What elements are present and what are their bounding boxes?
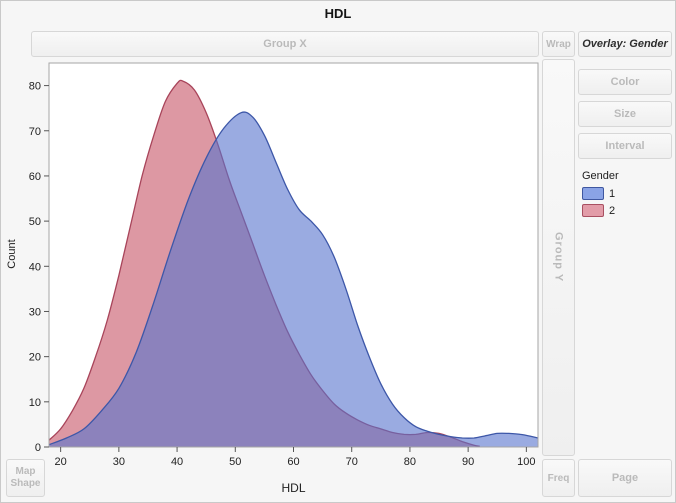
legend-item-group1[interactable]: 1 <box>582 187 619 200</box>
svg-text:60: 60 <box>29 171 41 183</box>
legend-label-group2: 2 <box>609 204 616 217</box>
dropzone-color[interactable]: Color <box>578 69 672 95</box>
svg-text:100: 100 <box>517 456 535 468</box>
svg-text:30: 30 <box>113 456 125 468</box>
dropzone-page[interactable]: Page <box>578 459 672 497</box>
svg-text:90: 90 <box>462 456 474 468</box>
dropzone-overlay-gender[interactable]: Overlay: Gender <box>578 31 672 57</box>
graph-title: HDL <box>324 6 352 21</box>
svg-text:30: 30 <box>29 306 41 318</box>
legend-label-group1: 1 <box>609 187 616 200</box>
dropzone-map-shape-label: Map Shape <box>10 466 41 489</box>
svg-text:0: 0 <box>35 442 41 454</box>
svg-text:50: 50 <box>29 216 41 228</box>
legend-title: Gender <box>582 170 619 182</box>
density-plot-canvas[interactable]: 20 30 40 50 60 70 80 90 100 0 10 20 30 40 50 60 70 80 <box>15 59 541 477</box>
dropzone-map-shape[interactable]: Map Shape <box>6 459 45 497</box>
dropzone-group-x[interactable]: Group X <box>31 31 539 57</box>
dropzone-interval[interactable]: Interval <box>578 133 672 159</box>
svg-text:10: 10 <box>29 397 41 409</box>
svg-text:80: 80 <box>29 81 41 93</box>
svg-text:40: 40 <box>171 456 183 468</box>
svg-text:20: 20 <box>29 352 41 364</box>
svg-text:70: 70 <box>346 456 358 468</box>
svg-text:40: 40 <box>29 261 41 273</box>
dropzone-group-y[interactable]: Group Y <box>542 59 575 456</box>
legend: Gender 1 2 <box>582 170 619 221</box>
dropzone-wrap[interactable]: Wrap <box>542 31 575 57</box>
legend-item-group2[interactable]: 2 <box>582 204 619 217</box>
svg-text:60: 60 <box>287 456 299 468</box>
dropzone-freq[interactable]: Freq <box>542 459 575 497</box>
svg-text:70: 70 <box>29 126 41 138</box>
x-axis-label: HDL <box>281 481 306 495</box>
dropzone-group-y-label: Group Y <box>552 232 565 283</box>
legend-swatch-group1 <box>582 187 604 200</box>
dropzone-size[interactable]: Size <box>578 101 672 127</box>
svg-text:50: 50 <box>229 456 241 468</box>
svg-text:80: 80 <box>404 456 416 468</box>
legend-swatch-group2 <box>582 204 604 217</box>
svg-text:20: 20 <box>55 456 67 468</box>
